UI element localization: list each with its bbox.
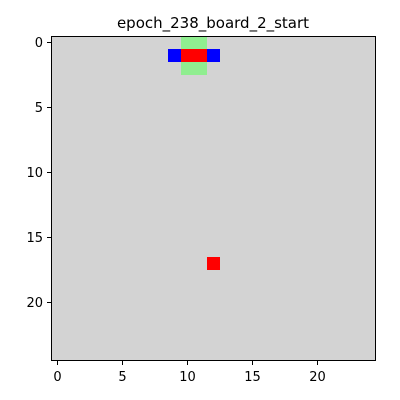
- y-tick-label: 5: [35, 101, 43, 116]
- x-tick-label: 15: [244, 370, 261, 385]
- cell-blue-1-9: [168, 49, 181, 62]
- y-tick-label: 15: [26, 231, 43, 246]
- y-tick-label: 20: [26, 296, 43, 311]
- board-plot: [51, 36, 376, 361]
- y-tick-label: 0: [35, 36, 43, 51]
- cell-green-0-11: [194, 36, 207, 49]
- x-axis: 0 5 10 15 20: [53, 361, 325, 385]
- cell-red-1-11: [194, 49, 207, 62]
- cell-green-2-11: [194, 62, 207, 75]
- cell-green-2-10: [181, 62, 194, 75]
- x-tick-label: 20: [309, 370, 326, 385]
- y-tick-label: 10: [26, 166, 43, 181]
- figure-title: epoch_238_board_2_start: [117, 14, 309, 33]
- cell-green-0-10: [181, 36, 194, 49]
- cell-blue-1-12: [207, 49, 220, 62]
- x-tick-label: 10: [179, 370, 196, 385]
- cell-red-17-12: [207, 257, 220, 270]
- cell-red-1-10: [181, 49, 194, 62]
- y-axis: 0 5 10 15 20: [26, 36, 51, 311]
- board-background: [51, 36, 376, 361]
- x-tick-label: 0: [53, 370, 61, 385]
- x-tick-label: 5: [118, 370, 126, 385]
